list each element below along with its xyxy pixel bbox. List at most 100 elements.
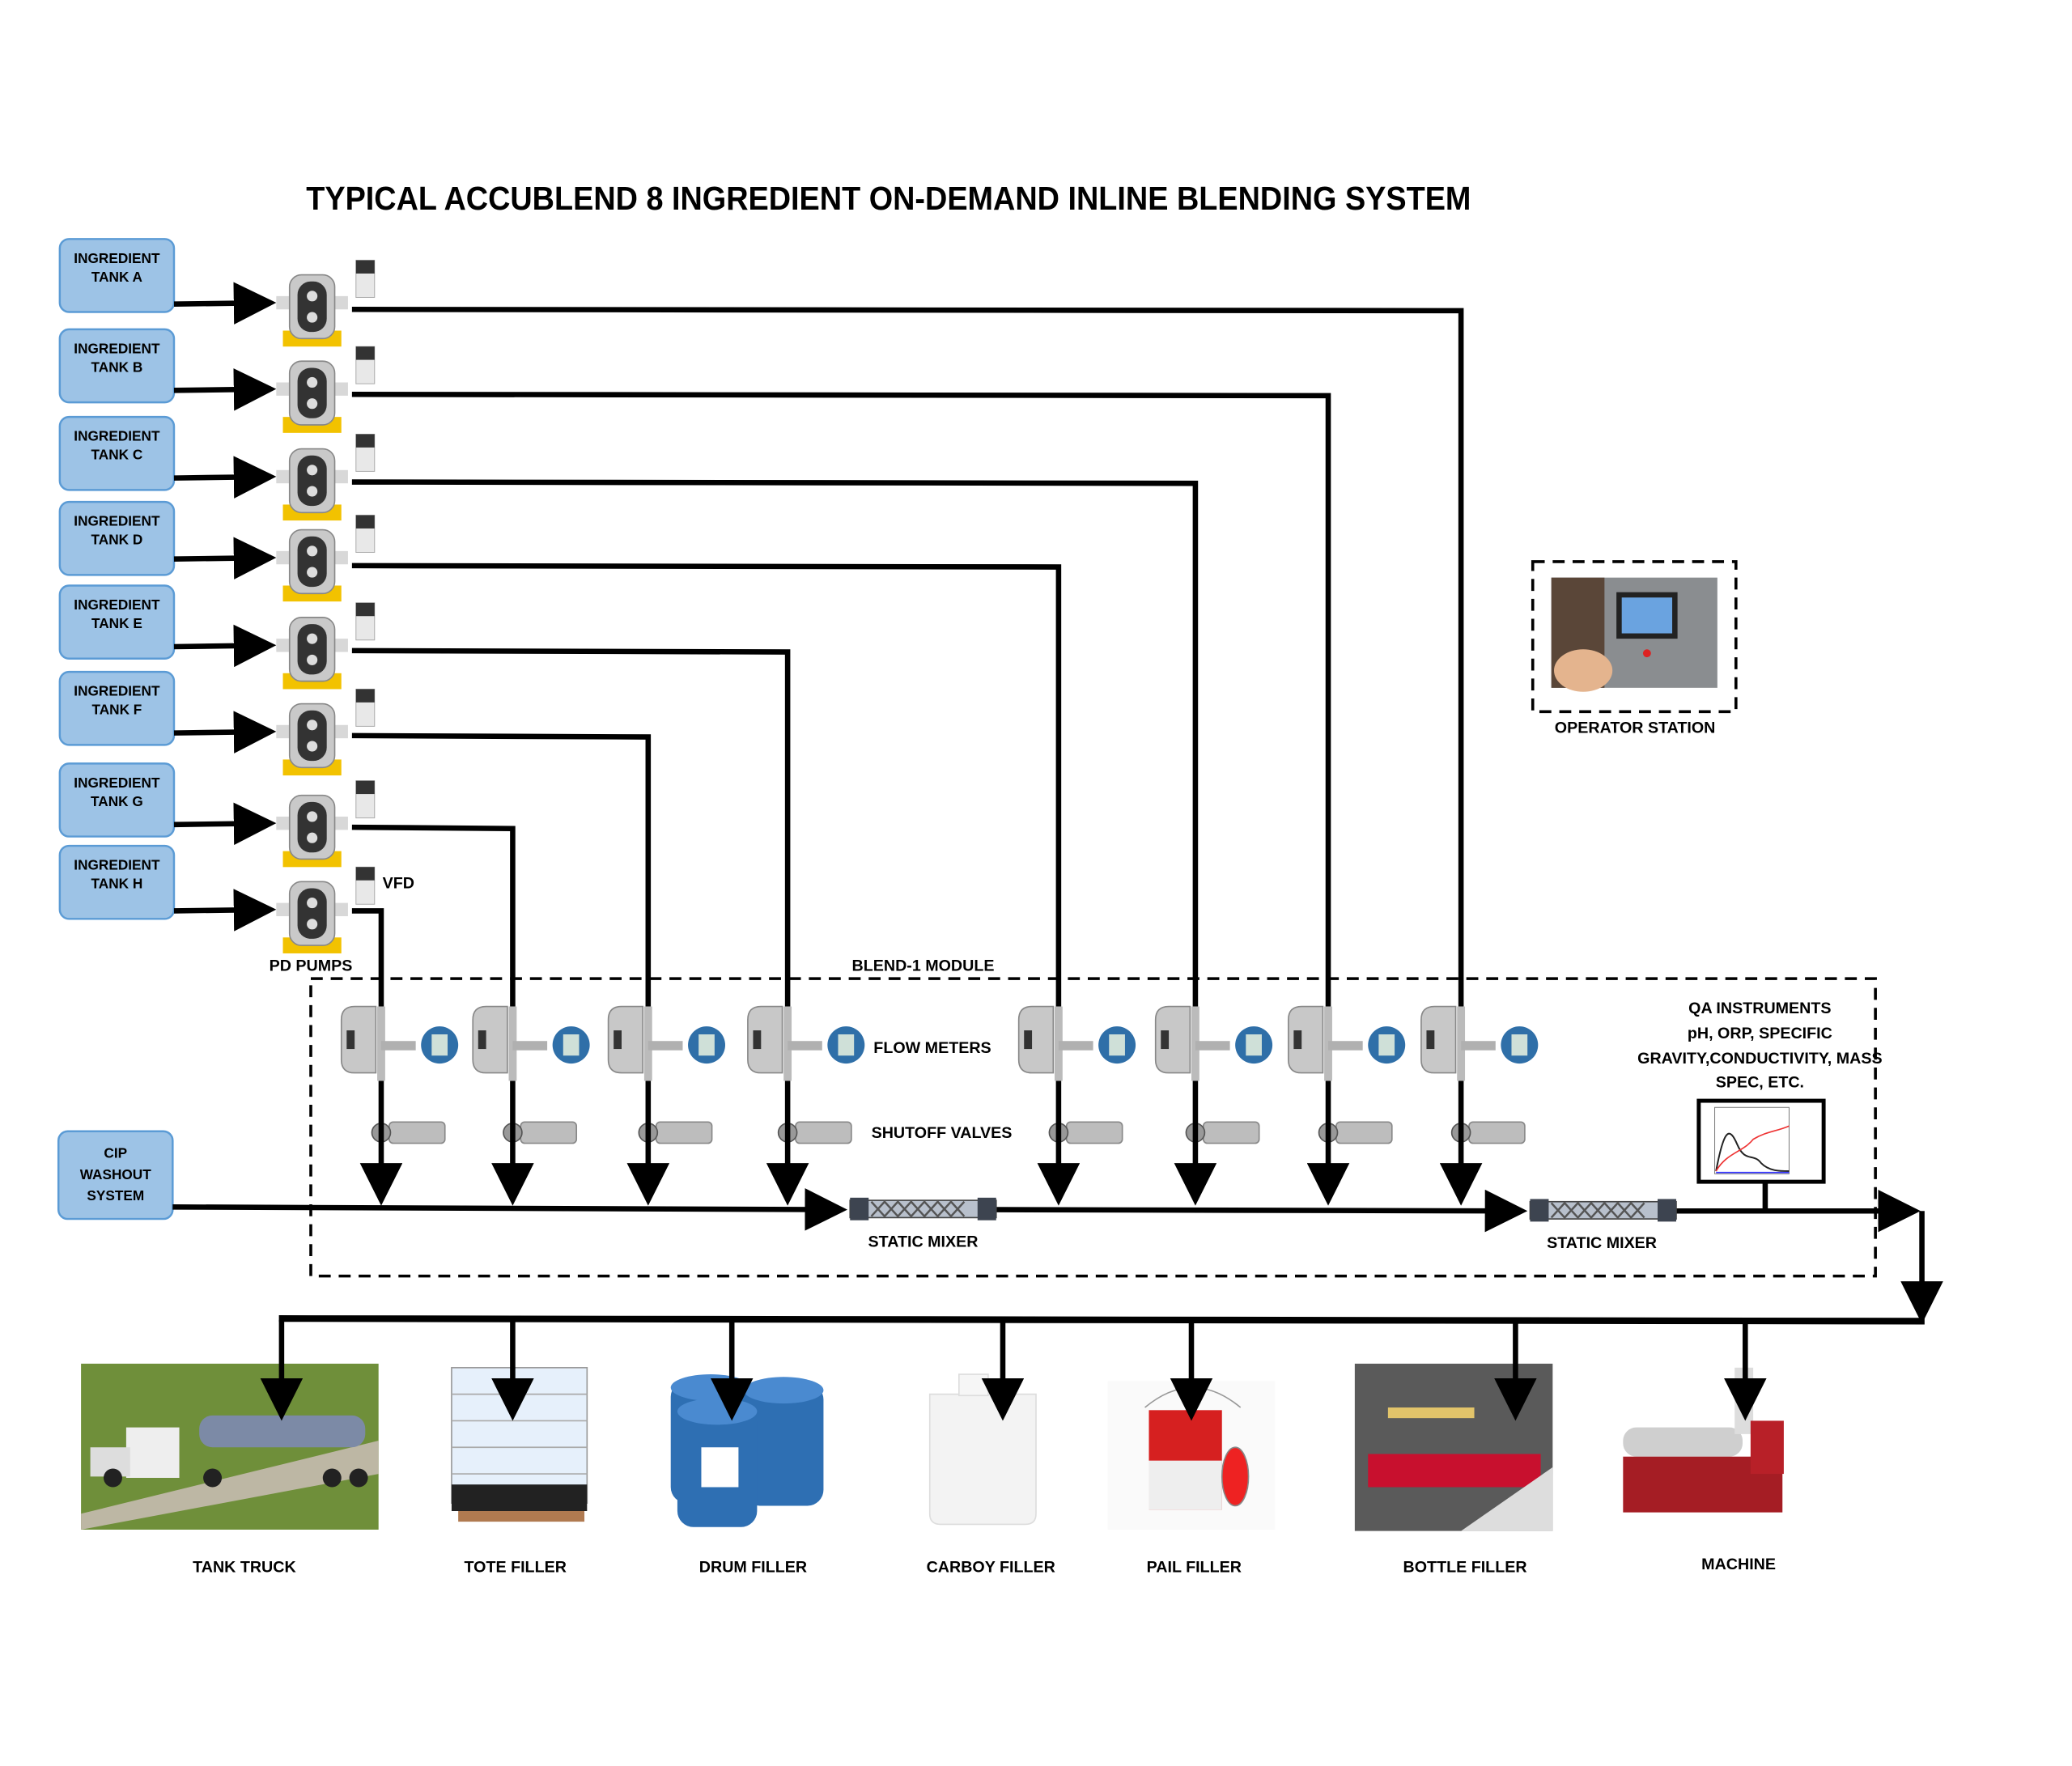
pump-window [297,367,327,418]
tank-label-line1: INGREDIENT [74,428,160,444]
pump-outlet-line [351,824,516,1007]
feed-arrow [173,624,277,668]
qa-line-3: GRAVITY,CONDUCTIVITY, MASS [1637,1050,1882,1068]
tank-box [58,238,176,313]
meter-body [1154,1005,1191,1074]
pump-window [297,888,327,939]
pump-rotor [307,465,318,476]
vfd-drive-icon [355,346,376,384]
tank-box [58,415,176,491]
pump-rotor [307,291,318,302]
pd-pumps-label: PD PUMPS [270,957,353,974]
pd-pump-icon [276,794,348,868]
pump-window [297,455,327,507]
vfd-drive-icon [355,780,376,819]
feed-arrow [173,456,277,499]
pump-rotor [307,312,318,323]
pump-rotor [307,832,318,843]
operator-station: OPERATOR STATION [1531,560,1738,737]
feed-arrow [173,537,277,579]
pd-pumps [276,260,376,953]
qa-instruments: QA INSTRUMENTS pH, ORP, SPECIFIC GRAVITY… [1637,1000,1883,1210]
tank-box [58,584,176,660]
tank-box [58,500,176,576]
drums-image [670,1374,824,1527]
feed-arrow [173,889,277,932]
vfd-drive-icon [355,515,376,553]
tank-label-line1: INGREDIENT [74,683,160,699]
tank-box [58,328,176,404]
vfd-drive-icon [355,260,376,298]
meter-body [747,1005,783,1074]
ingredient-tank-e: INGREDIENT TANK E [58,584,176,660]
ingredient-tank-f: INGREDIENT TANK F [58,670,176,746]
pd-pump-icon [276,703,348,776]
pump-window [297,710,327,762]
pd-pump-icon [276,360,348,433]
blend-module-label: BLEND-1 MODULE [852,957,995,974]
pd-pump-icon [276,881,348,953]
destination-label: PAIL FILLER [1147,1558,1242,1576]
pd-pump-icon [276,274,348,347]
ingredient-tank-h: INGREDIENT TANK H [58,844,176,920]
pump-outlet-line [351,391,1331,1007]
bottle-filler-image [1354,1363,1553,1531]
tank-label-line2: TANK A [91,269,142,285]
meter-body [1287,1005,1324,1074]
operator-touchscreen-photo [1551,577,1717,692]
operator-station-label: OPERATOR STATION [1555,720,1716,737]
distribution-header [278,1315,1925,1325]
tank-label-line1: INGREDIENT [74,775,160,791]
ingredient-tank-g: INGREDIENT TANK G [58,762,176,838]
pump-outlet-line [351,647,791,1007]
tank-box [58,670,176,746]
meter-body [340,1005,377,1074]
flow-meter-icon [1154,1005,1273,1081]
destination-label: TANK TRUCK [193,1558,296,1576]
cip-label-line1: CIP [104,1145,127,1161]
tank-label-line1: INGREDIENT [74,340,160,356]
meter-body [1420,1005,1457,1074]
cip-washout-system: CIP WASHOUT SYSTEM [57,1130,174,1220]
pump-outlet-line [351,732,652,1007]
vfd-drive-icon [355,866,376,905]
flow-meter-icon [1017,1005,1136,1081]
flow-meter-icon [340,1005,459,1081]
flow-meter-icon [747,1005,865,1081]
pump-rotor [307,398,318,410]
main-header-line-1 [172,1188,847,1231]
feed-arrow [173,802,277,846]
page-title: TYPICAL ACCUBLEND 8 INGREDIENT ON-DEMAND… [306,180,1471,217]
tank-box [58,762,176,838]
flow-meter-icon [1420,1005,1539,1081]
destination-label: TOTE FILLER [464,1558,566,1576]
qa-line-2: pH, ORP, SPECIFIC [1688,1025,1832,1042]
destination-label: MACHINE [1701,1556,1776,1573]
feed-arrow [173,711,277,754]
flow-meter-icon [472,1005,590,1081]
pump-rotor [307,546,318,557]
pump-rotor [307,720,318,731]
pump-rotor [307,898,318,909]
meter-body [472,1005,508,1074]
shutoff-valves-label: SHUTOFF VALVES [872,1124,1013,1142]
pd-pump-icon [276,529,348,602]
pump-outlet-line [351,306,1464,1007]
pump-window [297,624,327,675]
tank-label-line1: INGREDIENT [74,250,160,266]
extruder-machine-image [1623,1367,1784,1513]
main-header-line-2 [996,1189,1528,1233]
pump-rotor [307,633,318,644]
static-mixer-1-label: STATIC MIXER [868,1233,979,1251]
pump-feed-lines [173,282,277,932]
static-mixer-2 [1529,1199,1677,1222]
pump-rotor [307,919,318,930]
tank-label-line1: INGREDIENT [74,596,160,613]
destination-label: DRUM FILLER [699,1558,807,1576]
ingredient-tank-d: INGREDIENT TANK D [58,500,176,576]
pump-rotor [307,486,318,497]
tank-label-line2: TANK D [91,532,143,548]
shutoff-valve-icon [1048,1121,1123,1144]
